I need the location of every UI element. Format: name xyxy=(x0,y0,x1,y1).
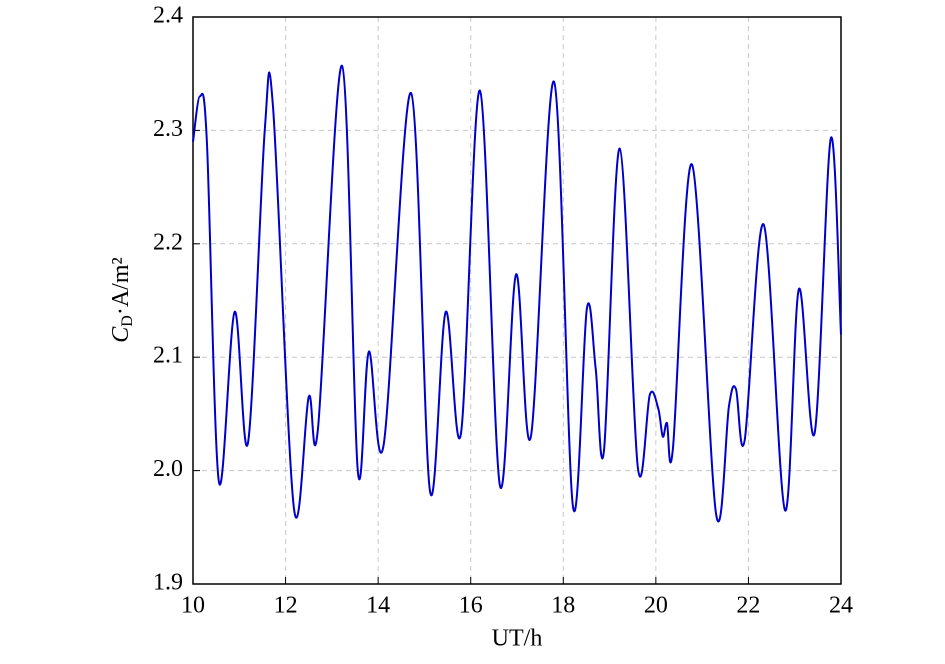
y-axis-label: CD·A/m² xyxy=(108,257,136,342)
y-tick-label: 2.2 xyxy=(153,229,183,255)
x-tick-label: 20 xyxy=(644,593,668,619)
plot-frame xyxy=(192,16,842,585)
data-line xyxy=(192,64,842,523)
y-label-sub: D xyxy=(119,315,136,327)
x-axis-label: UT/h xyxy=(492,626,543,652)
x-tick-label: 22 xyxy=(736,593,760,619)
y-tick-label: 2.1 xyxy=(153,343,183,369)
y-label-part: C xyxy=(108,326,134,343)
x-tick-label: 12 xyxy=(274,593,298,619)
x-tick-label: 24 xyxy=(829,593,853,619)
y-tick-label: 2.0 xyxy=(153,456,183,482)
x-tick-label: 14 xyxy=(366,593,390,619)
x-tick-label: 16 xyxy=(459,593,483,619)
x-tick-label: 18 xyxy=(551,593,575,619)
y-tick-label: 2.3 xyxy=(153,116,183,142)
y-tick-label: 1.9 xyxy=(153,570,183,596)
y-label-part: ·A/m² xyxy=(108,257,134,315)
y-tick-label: 2.4 xyxy=(153,3,183,29)
x-tick-label: 10 xyxy=(181,593,205,619)
